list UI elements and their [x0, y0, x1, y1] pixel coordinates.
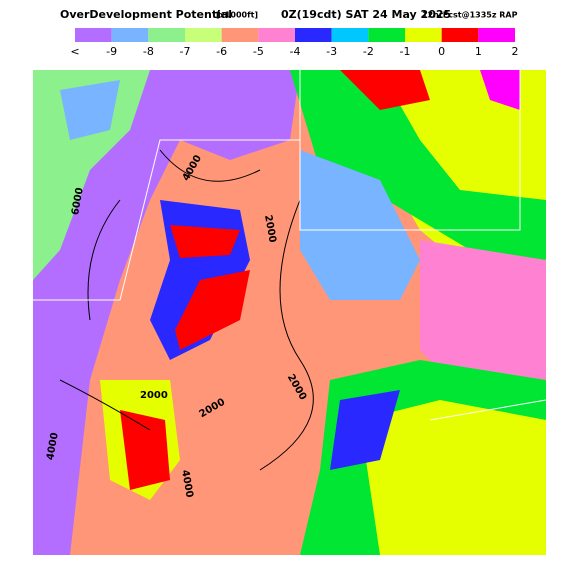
colorbar-label: -1 — [400, 45, 411, 58]
colorbar-label: -5 — [253, 45, 264, 58]
colorbar-label: -7 — [180, 45, 191, 58]
map: 6000 4000 2000 2000 2000 2000 4000 4000 — [33, 70, 546, 555]
colorbar-swatch — [221, 28, 259, 42]
colorbar-swatch — [478, 28, 515, 42]
colorbar-swatch — [331, 28, 369, 42]
field-region — [290, 70, 546, 260]
field-region — [420, 240, 546, 400]
field-region — [360, 400, 546, 555]
field-region — [480, 70, 520, 110]
colorbar-swatch — [441, 28, 479, 42]
field-region — [330, 390, 400, 470]
title: OverDevelopment Potential — [60, 8, 232, 21]
colorbar-swatch — [148, 28, 185, 42]
field-region — [33, 70, 150, 280]
colorbar-swatch — [368, 28, 405, 42]
colorbar-swatch — [111, 28, 149, 42]
field-region — [60, 80, 120, 140]
contour — [59, 149, 314, 471]
contour-label: 2000 — [262, 214, 278, 243]
contour-label: 6000 — [70, 187, 86, 216]
field-region — [120, 410, 170, 490]
field-region — [170, 225, 240, 258]
colorbar-label: -8 — [143, 45, 154, 58]
boundary — [33, 70, 546, 421]
colorbar-swatch — [185, 28, 222, 42]
colorbar-label: 2 — [512, 45, 519, 58]
colorbar-label: -3 — [326, 45, 337, 58]
units: [x1000ft] — [216, 11, 258, 20]
colorbar: < -9 -8 -7 -6 -5 -4 -3 -2 -1 0 1 2 — [70, 28, 519, 58]
field-region — [33, 70, 300, 555]
colorbar-swatch — [258, 28, 295, 42]
valid-time: 0Z(19cdt) SAT 24 May 2025 — [281, 8, 451, 21]
colorbar-label: 1 — [475, 45, 482, 58]
contour-label: 4000 — [179, 469, 195, 498]
field-region — [340, 70, 430, 110]
colorbar-swatch — [405, 28, 442, 42]
colorbar-swatch — [295, 28, 332, 42]
colorbar-label: -2 — [363, 45, 374, 58]
colorbar-swatch — [75, 28, 112, 42]
contour-label: 2000 — [140, 390, 168, 401]
colorbar-label: -9 — [106, 45, 117, 58]
colorbar-label: 0 — [438, 45, 445, 58]
colorbar-label: -4 — [290, 45, 301, 58]
colorbar-label: < — [70, 45, 79, 58]
field-region — [300, 150, 420, 300]
forecast: 12hrFcst@1335z RAP — [422, 11, 518, 20]
colorbar-label: -6 — [216, 45, 227, 58]
field-region — [175, 270, 250, 350]
contour-label: 4000 — [45, 432, 61, 461]
